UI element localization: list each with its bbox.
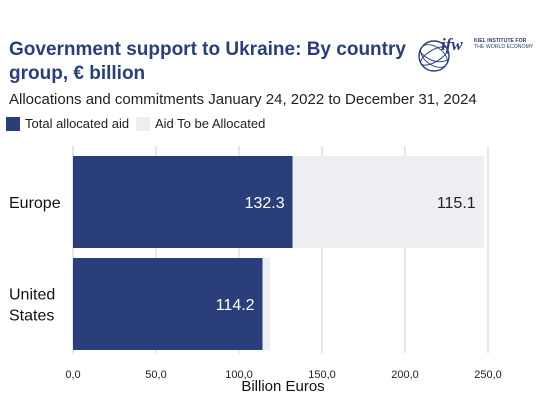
x-axis-title: Billion Euros	[241, 378, 324, 395]
category-label-1: United States	[9, 287, 55, 325]
chart-subtitle: Allocations and commitments January 24, …	[9, 91, 477, 108]
data-label-allocated-0: 132.3	[245, 195, 285, 212]
bar-to-be-allocated-1	[262, 258, 271, 350]
data-label-to-be-allocated-0: 115.1	[437, 195, 476, 212]
x-tick-label-1: 50,0	[145, 369, 166, 381]
legend-swatch-allocated	[6, 117, 20, 131]
x-tick-label-0: 0,0	[65, 369, 80, 381]
legend-label-allocated: Total allocated aid	[25, 116, 130, 131]
data-label-allocated-1: 114.2	[216, 297, 255, 314]
bar-to-be-allocated-0	[292, 156, 484, 248]
x-tick-label-5: 250,0	[474, 369, 502, 381]
logo-mark: ifw	[441, 35, 463, 54]
legend-swatch-to-be-allocated	[136, 117, 150, 131]
chart-title: Government support to Ukraine: By countr…	[9, 39, 406, 84]
bar-allocated-0	[73, 156, 293, 248]
legend-label-to-be-allocated: Aid To be Allocated	[155, 116, 266, 131]
bar-allocated-1	[73, 258, 263, 350]
category-label-0: Europe	[9, 195, 61, 212]
x-tick-label-2: 100,0	[225, 369, 253, 381]
x-tick-label-3: 150,0	[308, 369, 336, 381]
kiel-institute-logo: ifw KIEL INSTITUTE FOR THE WORLD ECONOMY	[418, 35, 534, 72]
bar-chart: 132.3 115.1 114.2 Europe United States 0,0 50,0…	[9, 146, 502, 395]
x-tick-label-4: 200,0	[391, 369, 419, 381]
logo-line-1: KIEL INSTITUTE FOR	[474, 38, 527, 44]
logo-line-2: THE WORLD ECONOMY	[474, 44, 534, 50]
